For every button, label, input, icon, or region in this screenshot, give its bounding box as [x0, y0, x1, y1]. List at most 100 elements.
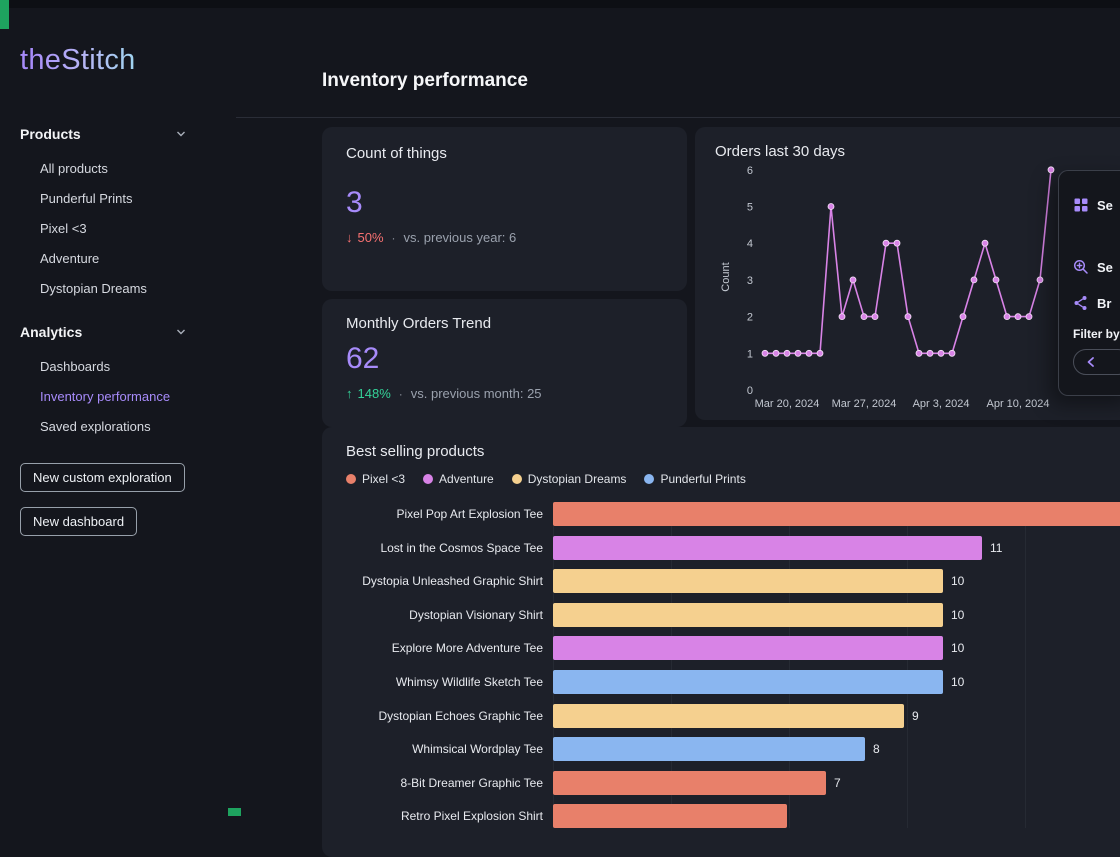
- bar-pixel-3[interactable]: [553, 502, 1120, 526]
- sidebar-sections: Products All products Punderful Prints Pixe…: [20, 123, 236, 441]
- section-header-analytics[interactable]: Analytics: [20, 321, 188, 343]
- legend-item-punderful-prints[interactable]: Punderful Prints: [644, 472, 746, 486]
- bar-pixel-3[interactable]: [553, 770, 826, 795]
- bottom-tab-decoration: [228, 808, 241, 816]
- bar-dystopian-dreams[interactable]: [553, 703, 904, 728]
- svg-text:Mar 27, 2024: Mar 27, 2024: [832, 398, 897, 410]
- bar-track: 10: [553, 669, 1118, 694]
- bar-pixel-3[interactable]: [553, 804, 787, 829]
- legend-label: Pixel <3: [362, 472, 406, 486]
- orders-line-chart: 0 1 2 3 4 5 6 Count Mar 20, 2024 Mar 27, 2024 Apr …: [695, 127, 1120, 417]
- bar-label: 8-Bit Dreamer Graphic Tee: [400, 775, 544, 790]
- app-logo[interactable]: theStitch: [20, 44, 136, 76]
- bar-row: Lost in the Cosmos Space Tee 11: [346, 535, 1118, 560]
- sidebar-item-inventory-performance[interactable]: Inventory performance: [40, 388, 171, 404]
- bar-adventure[interactable]: [553, 636, 943, 661]
- bar-row: Dystopia Unleashed Graphic Shirt 10: [346, 569, 1118, 594]
- chevron-down-icon: [177, 131, 185, 137]
- bar-label: Explore More Adventure Tee: [391, 641, 543, 656]
- legend-dot-icon: [511, 474, 522, 484]
- gridline: [907, 502, 908, 829]
- section-label: Analytics: [20, 324, 83, 340]
- bar-label: Dystopia Unleashed Graphic Shirt: [362, 574, 543, 589]
- svg-text:Count: Count: [720, 262, 732, 291]
- bar-track: [553, 502, 1120, 526]
- bar-label: Retro Pixel Explosion Shirt: [400, 809, 543, 824]
- corner-tab-decoration: [0, 0, 9, 29]
- separator-dot: ·: [391, 230, 396, 245]
- bar-track: 8: [553, 737, 1118, 762]
- panel-item-segment[interactable]: Se: [1073, 195, 1120, 215]
- section-label: Products: [20, 126, 81, 142]
- collapse-button[interactable]: [1073, 349, 1120, 375]
- bar-track: 10: [553, 602, 1118, 627]
- svg-text:Apr 3, 2024: Apr 3, 2024: [913, 398, 970, 410]
- bar-adventure[interactable]: [553, 535, 982, 560]
- sidebar-item-dashboards[interactable]: Dashboards: [40, 358, 111, 374]
- sidebar-buttons: New custom exploration New dashboard: [20, 463, 236, 536]
- bar-value: 10: [951, 574, 965, 589]
- panel-item-breakdown[interactable]: Br: [1073, 293, 1120, 313]
- svg-text:Apr 10, 2024: Apr 10, 2024: [987, 398, 1050, 410]
- panel-item-search[interactable]: Se: [1073, 257, 1120, 277]
- legend-item-pixel-3[interactable]: Pixel <3: [346, 472, 405, 486]
- bar-track: 10: [553, 636, 1118, 661]
- sidebar-item-adventure[interactable]: Adventure: [40, 250, 100, 266]
- sidebar-item-all-products[interactable]: All products: [40, 160, 108, 176]
- bar-dystopian-dreams[interactable]: [553, 602, 943, 627]
- panel-item-label: Br: [1097, 295, 1112, 311]
- legend-label: Dystopian Dreams: [527, 472, 627, 486]
- page-title: Inventory performance: [322, 70, 528, 91]
- grid-icon: [1073, 197, 1089, 213]
- new-dashboard-button[interactable]: New dashboard: [20, 507, 138, 536]
- section-header-products[interactable]: Products: [20, 123, 188, 145]
- bar-track: 10: [553, 569, 1118, 594]
- chevron-down-icon: [177, 329, 185, 335]
- bar-punderful-prints[interactable]: [553, 737, 865, 762]
- nav-section-analytics: Analytics Dashboards Inventory performance…: [20, 321, 236, 441]
- share-icon: [1073, 295, 1089, 311]
- bar-track: 7: [553, 770, 1118, 795]
- bar-value: 9: [912, 708, 919, 723]
- legend-dot-icon: [423, 474, 434, 484]
- bar-label: Dystopian Echoes Graphic Tee: [378, 708, 543, 723]
- bar-value: 10: [951, 674, 965, 689]
- legend-item-adventure[interactable]: Adventure: [423, 472, 494, 486]
- new-custom-exploration-button[interactable]: New custom exploration: [20, 463, 185, 492]
- gridline: [1025, 502, 1026, 829]
- legend-dot-icon: [346, 474, 356, 484]
- svg-text:4: 4: [747, 238, 753, 250]
- bar-row: Whimsy Wildlife Sketch Tee 10: [346, 669, 1118, 694]
- count-of-things-card: Count of things 3 ↓ 50% · vs. previous y…: [322, 127, 687, 291]
- bar-value: 7: [834, 775, 841, 790]
- card-title: Orders last 30 days: [715, 143, 846, 160]
- bar-punderful-prints[interactable]: [553, 669, 943, 694]
- delta-percent: 148%: [357, 386, 391, 401]
- sidebar-item-pixel-3[interactable]: Pixel <3: [40, 220, 87, 236]
- card-title: Best selling products: [346, 443, 485, 460]
- best-selling-products-card: Best selling products Pixel <3 Adventure D…: [322, 427, 1120, 857]
- bar-label: Pixel Pop Art Explosion Tee: [396, 507, 543, 521]
- bar-row: Explore More Adventure Tee 10: [346, 636, 1118, 661]
- metric-delta-row: ↑ 148% · vs. previous month: 25: [346, 386, 663, 401]
- bar-value: 10: [951, 607, 965, 622]
- svg-text:3: 3: [747, 275, 753, 287]
- comparison-text: vs. previous year: 6: [403, 230, 517, 245]
- filter-by-label: Filter by: [1073, 327, 1120, 341]
- svg-text:Mar 20, 2024: Mar 20, 2024: [755, 398, 820, 410]
- card-title: Monthly Orders Trend: [346, 315, 492, 332]
- bar-dystopian-dreams[interactable]: [553, 569, 943, 594]
- svg-text:1: 1: [747, 348, 753, 360]
- bar-label: Whimsy Wildlife Sketch Tee: [395, 674, 543, 689]
- legend-item-dystopian-dreams[interactable]: Dystopian Dreams: [511, 472, 627, 486]
- panel-item-label: Se: [1097, 197, 1113, 213]
- legend-label: Punderful Prints: [660, 472, 746, 486]
- sidebar-item-dystopian-dreams[interactable]: Dystopian Dreams: [40, 280, 147, 296]
- metric-value: 62: [346, 342, 380, 375]
- chevron-left-icon: [1084, 355, 1098, 369]
- svg-text:5: 5: [747, 202, 753, 214]
- sidebar-item-punderful-prints[interactable]: Punderful Prints: [40, 190, 133, 206]
- bar-row: Retro Pixel Explosion Shirt: [346, 804, 1118, 829]
- bar-label: Whimsical Wordplay Tee: [412, 742, 543, 757]
- sidebar-item-saved-explorations[interactable]: Saved explorations: [40, 418, 151, 434]
